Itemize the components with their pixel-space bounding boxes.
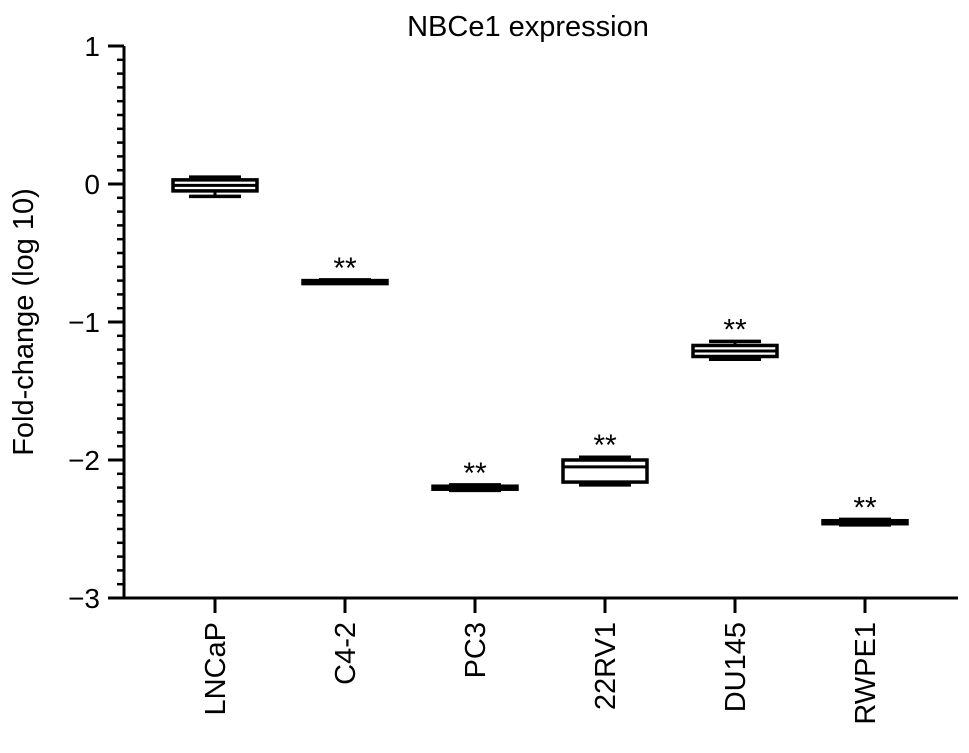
x-tick-label: 22RV1	[590, 622, 622, 710]
y-tick-label: 0	[84, 169, 100, 200]
x-tick-label: DU145	[720, 622, 752, 712]
y-tick-label: −2	[68, 445, 100, 476]
x-tick-label: PC3	[460, 622, 492, 678]
box-iqr	[561, 458, 649, 484]
significance-label: **	[723, 313, 747, 346]
y-tick-label: 1	[84, 31, 100, 62]
box-du145: **	[691, 313, 779, 362]
chart-title: NBCe1 expression	[407, 11, 649, 43]
x-tick-label: C4-2	[330, 622, 362, 685]
x-tick-label: LNCaP	[200, 622, 232, 716]
x-tick-label: RWPE1	[850, 622, 882, 725]
y-axis-label: Fold-change (log 10)	[8, 188, 40, 456]
box-c4-2: **	[301, 252, 389, 286]
y-tick-label: −3	[68, 583, 100, 614]
significance-label: **	[853, 491, 877, 524]
y-tick-label: −1	[68, 307, 100, 338]
box-series: ** ** ** ** **	[171, 175, 909, 527]
axes: 1 0 −1 −2 −3 LNCaP C4-2 PC3 22RV1 DU145 RWPE1	[68, 31, 958, 725]
box-lncap	[171, 175, 259, 199]
significance-label: **	[593, 429, 617, 462]
significance-label: **	[463, 457, 487, 490]
box-pc3: **	[431, 457, 519, 493]
box-22rv1: **	[561, 429, 649, 487]
significance-label: **	[333, 252, 357, 285]
box-rwpe1: **	[821, 491, 909, 527]
